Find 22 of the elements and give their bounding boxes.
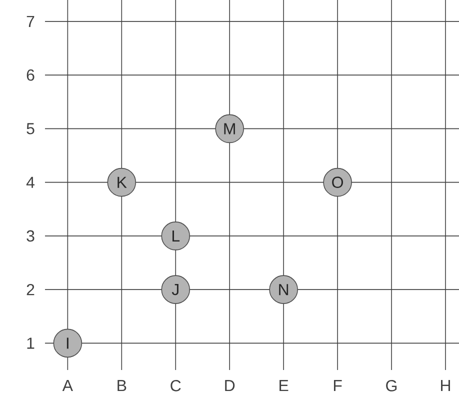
y-tick-label: 2 (26, 284, 34, 296)
annotation: K (118, 176, 127, 188)
annotation: N (279, 284, 288, 296)
x-tick-label: E (280, 380, 288, 392)
y-tick-label: 4 (26, 176, 34, 188)
x-tick-label: B (118, 380, 126, 392)
x-tick-label: A (62, 380, 73, 392)
x-tick-label: G (386, 380, 397, 392)
y-tick-label: 6 (26, 69, 34, 81)
annotation: J (172, 284, 178, 296)
annotation: I (66, 338, 68, 349)
y-tick-label: 3 (26, 230, 34, 242)
y-tick-label: 1 (27, 338, 34, 349)
x-tick-label: F (334, 380, 342, 392)
annotation: O (332, 176, 343, 188)
y-tick-label: 7 (26, 16, 34, 27)
y-tick-label: 5 (26, 123, 34, 134)
annotation: M (224, 123, 235, 134)
x-tick-label: C (170, 380, 181, 392)
x-tick-label: D (225, 380, 235, 392)
annotation: L (172, 230, 180, 242)
x-tick-label: H (441, 380, 450, 392)
